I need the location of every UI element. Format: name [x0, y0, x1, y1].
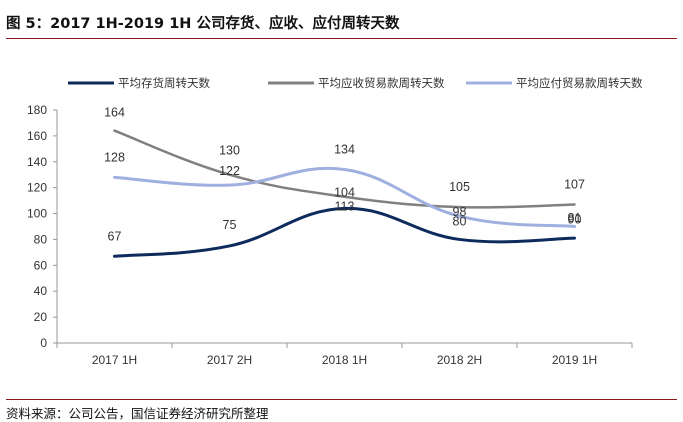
- legend-label-inventory: 平均存货周转天数: [118, 76, 210, 90]
- data-label: 130: [219, 144, 240, 158]
- series-line-receivable: [113, 129, 576, 209]
- data-label: 105: [449, 180, 470, 194]
- x-tick-label: 2018 1H: [322, 353, 367, 367]
- data-label: 98: [453, 205, 467, 219]
- x-tick-label: 2017 2H: [207, 353, 252, 367]
- x-tick-label: 2017 1H: [92, 353, 137, 367]
- x-tick-label: 2018 2H: [437, 353, 482, 367]
- series-line-payable: [113, 166, 576, 228]
- data-label: 107: [564, 177, 585, 191]
- x-tick-label: 2019 1H: [552, 353, 597, 367]
- legend-label-receivable: 平均应收贸易款周转天数: [318, 76, 445, 90]
- data-label: 122: [219, 164, 240, 178]
- data-label: 75: [223, 218, 237, 232]
- y-tick-label: 60: [34, 258, 48, 272]
- y-tick-label: 40: [34, 284, 48, 298]
- y-tick-label: 100: [27, 207, 47, 221]
- y-tick-label: 140: [27, 155, 47, 169]
- y-tick-label: 20: [34, 310, 48, 324]
- y-tick-label: 80: [34, 232, 48, 246]
- title-bar: 图 5：2017 1H-2019 1H 公司存货、应收、应付周转天数: [6, 4, 677, 39]
- y-tick-label: 180: [27, 103, 47, 117]
- data-label: 90: [568, 213, 582, 227]
- data-label: 113: [335, 200, 355, 214]
- data-label: 80: [453, 214, 467, 228]
- chart-title: 图 5：2017 1H-2019 1H 公司存货、应收、应付周转天数: [6, 16, 400, 32]
- data-label: 67: [108, 229, 122, 243]
- source-note: 资料来源：公司公告，国信证券经济研究所整理: [6, 399, 677, 422]
- legend-label-payable: 平均应付贸易款周转天数: [516, 76, 643, 90]
- data-label: 134: [334, 143, 355, 157]
- data-label: 104: [334, 185, 355, 199]
- data-label: 81: [568, 211, 582, 225]
- data-label: 164: [104, 106, 125, 120]
- y-tick-label: 160: [27, 129, 47, 143]
- y-tick-label: 120: [27, 181, 47, 195]
- y-tick-label: 0: [40, 336, 47, 350]
- data-label: 128: [104, 150, 125, 164]
- series-line-inventory: [113, 206, 576, 258]
